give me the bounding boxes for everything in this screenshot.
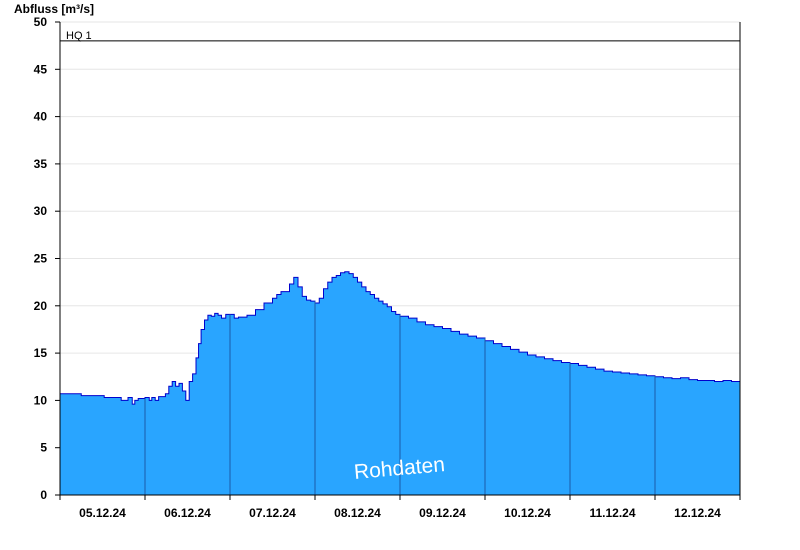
x-tick-label: 12.12.24: [674, 506, 721, 520]
x-tick-label: 06.12.24: [164, 506, 211, 520]
x-tick-label: 09.12.24: [419, 506, 466, 520]
day-separator-lines: [144, 301, 656, 495]
x-tick-label: 05.12.24: [79, 506, 126, 520]
y-tick-label: 30: [34, 204, 48, 218]
y-tick-label: 40: [34, 110, 48, 124]
y-tick-label: 50: [34, 15, 48, 29]
y-tick-label: 5: [40, 441, 47, 455]
y-tick-label: 45: [34, 62, 48, 76]
y-tick-label: 25: [34, 252, 48, 266]
y-tick-label: 15: [34, 346, 48, 360]
x-tick-label: 07.12.24: [249, 506, 296, 520]
y-tick-label: 10: [34, 393, 48, 407]
x-axis-ticks: 05.12.24 06.12.24 07.12.24 08.12.24 09.12.24…: [59, 495, 741, 520]
x-tick-label: 08.12.24: [334, 506, 381, 520]
y-axis-ticks: 0 5 10 15 20 25 30 35 40 45 50: [34, 15, 60, 502]
hq1-label: HQ 1: [66, 30, 92, 42]
x-tick-label: 11.12.24: [589, 506, 635, 520]
x-tick-label: 10.12.24: [504, 506, 551, 520]
y-tick-label: 0: [40, 488, 47, 502]
y-tick-label: 35: [34, 157, 48, 171]
y-axis-label: Abfluss [m³/s]: [14, 2, 94, 16]
y-tick-label: 20: [34, 299, 48, 313]
